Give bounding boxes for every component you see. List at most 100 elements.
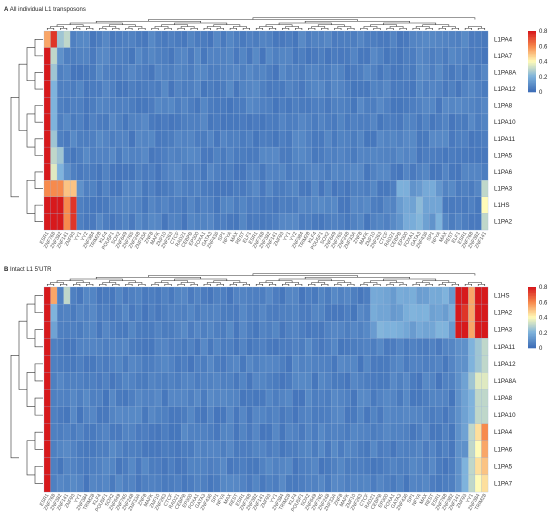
- heatmap-cell: [122, 30, 130, 48]
- heatmap-cell: [180, 338, 188, 356]
- heatmap-cell: [350, 213, 358, 231]
- heatmap-cell: [96, 321, 103, 339]
- heatmap-cell: [409, 130, 417, 148]
- column-label: YY1: [73, 231, 83, 242]
- column-label: ZNF8: [333, 493, 345, 507]
- row-label: L1PA10: [494, 119, 516, 126]
- column-label: KLF4: [98, 231, 109, 245]
- heatmap-cell: [272, 163, 280, 181]
- heatmap-cell: [481, 163, 489, 181]
- heatmap-cell: [83, 80, 90, 98]
- heatmap-cell: [455, 423, 463, 441]
- heatmap-cell: [239, 47, 247, 65]
- heatmap-cell: [272, 286, 280, 305]
- heatmap-cell: [122, 338, 130, 356]
- heatmap-cell: [370, 213, 378, 231]
- heatmap-cell: [291, 303, 299, 322]
- heatmap-cell: [455, 64, 463, 81]
- heatmap-cell: [194, 113, 201, 131]
- heatmap-cell: [148, 180, 156, 198]
- heatmap-cell: [154, 113, 162, 131]
- heatmap-cell: [220, 146, 227, 164]
- column-label: YY1: [73, 493, 83, 504]
- heatmap-cell: [252, 406, 260, 424]
- heatmap-cell: [200, 130, 208, 148]
- heatmap-cell: [148, 474, 156, 493]
- heatmap-cell: [239, 457, 247, 476]
- dendrogram-branch: [34, 171, 43, 189]
- heatmap-cell: [272, 64, 280, 81]
- heatmap-cell: [389, 64, 397, 81]
- heatmap-cell: [96, 163, 103, 181]
- heatmap-cell: [135, 113, 143, 131]
- heatmap-cell: [213, 338, 221, 356]
- heatmap-cell: [396, 97, 404, 115]
- heatmap-cell: [180, 406, 188, 424]
- heatmap-cell: [298, 30, 306, 48]
- heatmap-cell: [56, 321, 64, 339]
- heatmap-cell: [122, 406, 130, 424]
- heatmap-cell: [363, 80, 371, 98]
- heatmap-cell: [148, 97, 156, 115]
- heatmap-cell: [324, 30, 332, 48]
- heatmap-cell: [194, 338, 201, 356]
- heatmap-cell: [389, 355, 397, 373]
- heatmap-cell: [435, 474, 443, 493]
- heatmap-cell: [128, 163, 136, 181]
- heatmap-cell: [239, 440, 247, 459]
- heatmap-cell: [468, 163, 476, 181]
- heatmap-cell: [76, 97, 84, 115]
- heatmap-cell: [357, 338, 365, 356]
- heatmap-cell: [115, 338, 123, 356]
- heatmap-cell: [481, 213, 489, 231]
- heatmap-cell: [63, 180, 71, 198]
- heatmap-cell: [102, 406, 110, 424]
- heatmap-cell: [102, 355, 110, 373]
- heatmap-cell: [135, 406, 143, 424]
- heatmap-cell: [298, 338, 306, 356]
- heatmap-cell: [96, 355, 103, 373]
- heatmap-cell: [331, 474, 338, 493]
- legend-swatch: [528, 328, 536, 330]
- heatmap-cell: [200, 440, 208, 459]
- heatmap-cell: [318, 355, 325, 373]
- heatmap-cell: [63, 196, 71, 214]
- heatmap-cell: [83, 64, 90, 81]
- heatmap-cell: [272, 440, 280, 459]
- heatmap-cell: [409, 213, 417, 231]
- heatmap-cell: [291, 474, 299, 493]
- heatmap-cell: [194, 372, 201, 390]
- heatmap-cell: [200, 372, 208, 390]
- heatmap-cell: [135, 440, 143, 459]
- heatmap-cell: [468, 389, 476, 407]
- heatmap-cell: [148, 372, 156, 390]
- heatmap-cell: [272, 338, 280, 356]
- heatmap-cell: [285, 130, 293, 148]
- heatmap-cell: [311, 286, 319, 305]
- heatmap-cell: [89, 423, 97, 441]
- heatmap-cell: [305, 457, 312, 476]
- heatmap-cell: [344, 64, 352, 81]
- heatmap-cell: [148, 440, 156, 459]
- heatmap-cell: [442, 474, 449, 493]
- heatmap-cell: [311, 47, 319, 65]
- heatmap-cell: [233, 180, 241, 198]
- column-label: CTCF: [163, 493, 175, 508]
- heatmap-cell: [89, 97, 97, 115]
- heatmap-cell: [409, 372, 417, 390]
- heatmap-cell: [161, 130, 169, 148]
- heatmap-cell: [331, 97, 338, 115]
- heatmap-cell: [344, 389, 352, 407]
- heatmap-cell: [435, 457, 443, 476]
- heatmap-cell: [331, 372, 338, 390]
- heatmap-cell: [442, 406, 449, 424]
- heatmap-cell: [246, 213, 254, 231]
- heatmap-cell: [187, 406, 195, 424]
- heatmap-cell: [246, 389, 254, 407]
- heatmap-cell: [213, 423, 221, 441]
- column-label: ESR1: [235, 493, 247, 508]
- heatmap-cell: [461, 180, 469, 198]
- heatmap-cell: [455, 180, 463, 198]
- heatmap-cell: [213, 180, 221, 198]
- heatmap-cell: [337, 338, 345, 356]
